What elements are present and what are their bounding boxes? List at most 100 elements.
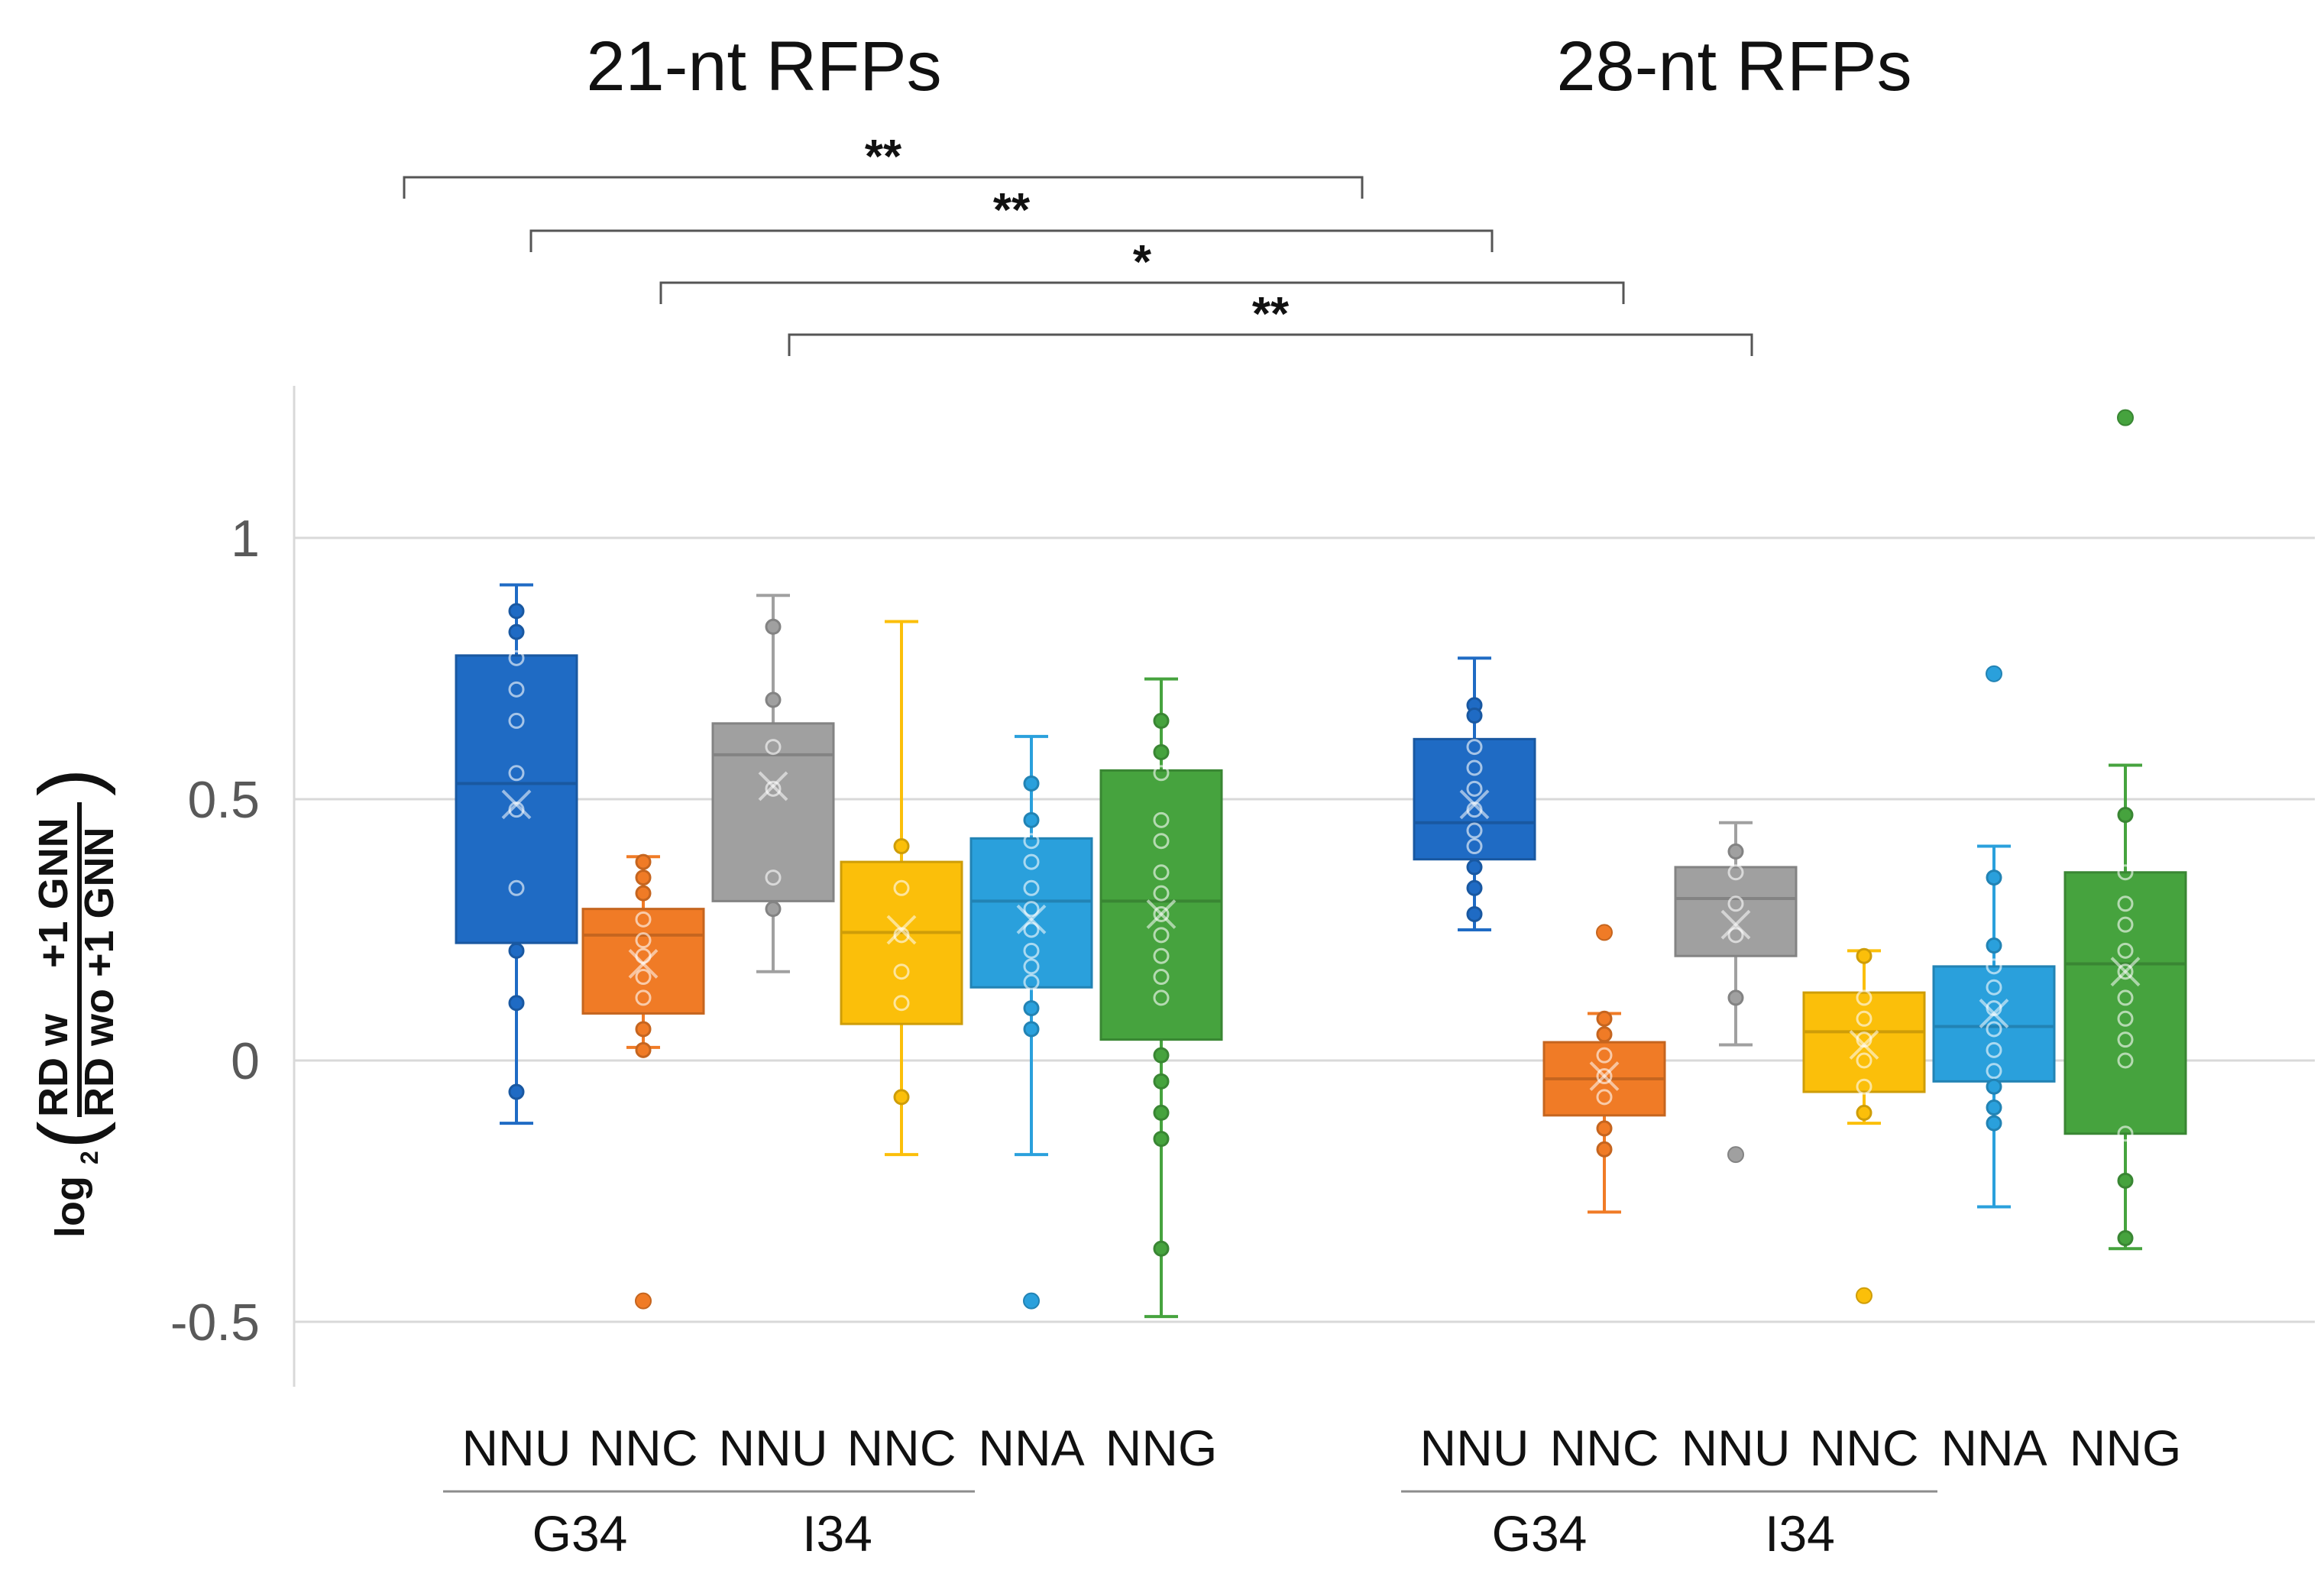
data-point — [635, 932, 652, 949]
data-point — [1466, 838, 1483, 855]
significance-label: * — [1133, 236, 1152, 289]
y-label-log: log — [47, 1176, 93, 1238]
mean-marker — [1146, 899, 1177, 929]
data-point — [1986, 1078, 2002, 1095]
significance-bracket — [788, 333, 1753, 356]
data-point — [2117, 1052, 2134, 1069]
data-point — [508, 765, 525, 782]
box-body — [969, 837, 1093, 989]
data-point — [1153, 885, 1170, 902]
data-point — [635, 1021, 652, 1038]
x-group-labels: G34 I34 G34 I34 — [443, 1490, 1937, 1562]
data-point — [1986, 1115, 2002, 1132]
data-point — [508, 995, 525, 1012]
data-point — [1986, 979, 2002, 996]
data-point — [1466, 759, 1483, 776]
data-point — [508, 879, 525, 896]
box-28nt-nnu-g34 — [1413, 656, 1536, 931]
data-point — [893, 963, 910, 980]
data-point — [1153, 1104, 1170, 1121]
data-point — [1986, 958, 2002, 975]
box-body — [1802, 991, 1926, 1093]
outlier-point — [1727, 1146, 1744, 1164]
data-point — [1153, 712, 1170, 729]
data-point — [1023, 879, 1040, 896]
data-point — [1153, 1131, 1170, 1148]
data-point — [1153, 811, 1170, 828]
data-point — [1153, 927, 1170, 944]
data-point — [2117, 1010, 2134, 1027]
y-label-close-paren: ) — [22, 768, 116, 796]
box-21nt-nnc-g34 — [581, 853, 705, 1310]
data-point — [1023, 942, 1040, 959]
data-point — [1153, 1073, 1170, 1090]
x-category-label: NNG — [2070, 1420, 2182, 1476]
box-21nt-nng — [1099, 677, 1223, 1319]
data-point — [508, 942, 525, 959]
data-point — [1727, 895, 1744, 912]
y-tick-label: 1 — [231, 510, 260, 568]
data-point — [1596, 1120, 1613, 1137]
data-point — [508, 712, 525, 729]
data-point — [1596, 1068, 1613, 1085]
x-category-label: NNC — [589, 1420, 698, 1476]
data-point — [1023, 833, 1040, 850]
mean-marker — [628, 949, 659, 979]
data-point — [1023, 921, 1040, 938]
y-tick-label: 0 — [231, 1032, 260, 1090]
data-point — [1986, 937, 2002, 954]
group-label: I34 — [802, 1505, 872, 1562]
box-21nt-nna — [969, 734, 1093, 1310]
data-point — [1727, 927, 1744, 944]
outlier-point — [1856, 1287, 1872, 1304]
x-category-label: NNU — [719, 1420, 828, 1476]
data-point — [635, 969, 652, 986]
outlier-point — [1986, 665, 2002, 682]
x-category-label: NNU — [1420, 1420, 1529, 1476]
data-point — [635, 989, 652, 1006]
data-point — [1727, 843, 1744, 860]
data-point — [893, 838, 910, 855]
outlier-point — [1596, 924, 1613, 941]
data-point — [2117, 916, 2134, 933]
data-point — [1986, 1063, 2002, 1080]
mean-marker — [1979, 999, 2009, 1028]
mean-marker — [886, 915, 917, 945]
data-point — [1596, 1089, 1613, 1106]
panel-title-21nt: 21-nt RFPs — [586, 28, 941, 105]
y-axis-label: log 2 ( RD w +1 GNN RD wo +1 GNN ) — [22, 768, 122, 1238]
data-point — [2117, 942, 2134, 959]
boxes — [455, 409, 2187, 1319]
data-point — [508, 1083, 525, 1100]
data-point — [508, 623, 525, 640]
group-label: G34 — [532, 1505, 628, 1562]
data-point — [635, 911, 652, 928]
data-point — [1023, 958, 1040, 975]
y-tick-label: -0.5 — [170, 1294, 260, 1352]
box-21nt-nnu-g34 — [455, 583, 578, 1125]
data-point — [508, 603, 525, 620]
outlier-point — [635, 1292, 652, 1310]
data-point — [2117, 1230, 2134, 1247]
data-point — [2117, 895, 2134, 912]
outlier-point — [2117, 409, 2134, 426]
data-point — [635, 869, 652, 886]
data-point — [1153, 743, 1170, 760]
x-category-label: NNG — [1105, 1420, 1218, 1476]
box-28nt-nng — [2063, 409, 2187, 1251]
significance-bracket — [529, 229, 1494, 252]
mean-marker — [2110, 957, 2141, 987]
data-point — [1023, 1021, 1040, 1038]
x-category-labels: NNU NNC NNU NNC NNA NNG NNU NNC NNU NNC NNA NNG — [462, 1420, 2182, 1476]
x-category-label: NNC — [847, 1420, 956, 1476]
y-label-numerator: RD w +1 GNN — [31, 818, 76, 1117]
box-28nt-nnc-i34 — [1802, 947, 1926, 1304]
data-point — [1596, 1047, 1613, 1064]
data-point — [1727, 864, 1744, 881]
data-point — [1023, 811, 1040, 828]
box-body — [2063, 871, 2187, 1135]
box-body — [455, 654, 578, 944]
data-point — [1596, 1010, 1613, 1027]
box-21nt-nnu-i34 — [711, 594, 835, 973]
